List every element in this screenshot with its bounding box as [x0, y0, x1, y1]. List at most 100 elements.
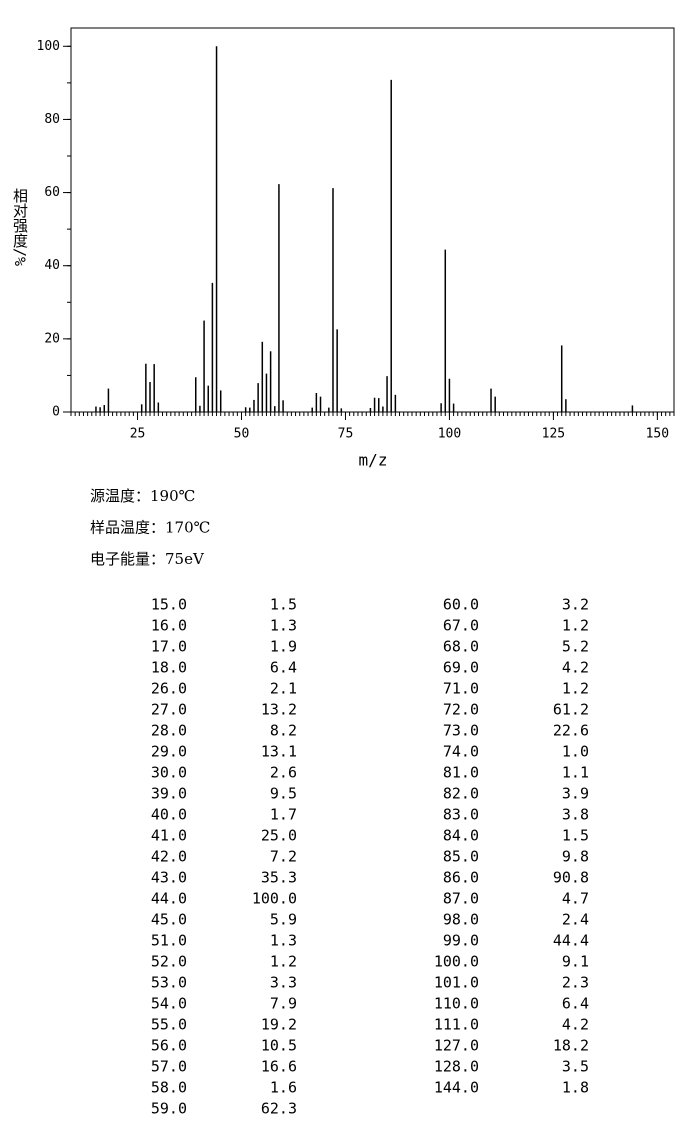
mz-cell: 110.0: [434, 995, 479, 1013]
mz-cell: 16.0: [151, 617, 187, 635]
mz-cell: 101.0: [434, 974, 479, 992]
intensity-cell: 1.0: [562, 743, 589, 761]
mz-cell: 57.0: [151, 1058, 187, 1076]
mz-cell: 68.0: [443, 638, 479, 656]
mz-cell: 84.0: [443, 827, 479, 845]
y-tick-label: 60: [44, 185, 60, 200]
mz-cell: 56.0: [151, 1037, 187, 1055]
mz-cell: 86.0: [443, 869, 479, 887]
intensity-cell: 1.5: [270, 596, 297, 614]
mz-cell: 58.0: [151, 1079, 187, 1097]
intensity-cell: 2.4: [562, 911, 589, 929]
intensity-cell: 1.2: [562, 617, 589, 635]
info-line: 源温度：190℃: [90, 487, 195, 505]
intensity-cell: 3.2: [562, 596, 589, 614]
intensity-cell: 3.9: [562, 785, 589, 803]
mz-cell: 27.0: [151, 701, 187, 719]
intensity-cell: 9.8: [562, 848, 589, 866]
mz-cell: 111.0: [434, 1016, 479, 1034]
intensity-cell: 25.0: [261, 827, 297, 845]
intensity-cell: 3.8: [562, 806, 589, 824]
intensity-cell: 1.2: [270, 953, 297, 971]
mz-cell: 71.0: [443, 680, 479, 698]
y-tick-label: 100: [37, 39, 60, 54]
x-tick-label: 100: [438, 427, 461, 442]
intensity-cell: 61.2: [553, 701, 589, 719]
x-tick-label: 75: [338, 427, 354, 442]
plot-frame: [70, 27, 675, 413]
mz-cell: 26.0: [151, 680, 187, 698]
mz-cell: 53.0: [151, 974, 187, 992]
mz-cell: 41.0: [151, 827, 187, 845]
x-tick-label: 125: [542, 427, 565, 442]
intensity-cell: 1.5: [562, 827, 589, 845]
intensity-cell: 100.0: [252, 890, 297, 908]
intensity-cell: 7.9: [270, 995, 297, 1013]
mz-cell: 51.0: [151, 932, 187, 950]
mz-cell: 100.0: [434, 953, 479, 971]
y-tick-label: 40: [44, 258, 60, 273]
intensity-cell: 44.4: [553, 932, 589, 950]
mz-cell: 15.0: [151, 596, 187, 614]
x-tick-label: 150: [646, 427, 669, 442]
mz-cell: 127.0: [434, 1037, 479, 1055]
intensity-cell: 2.6: [270, 764, 297, 782]
intensity-cell: 19.2: [261, 1016, 297, 1034]
intensity-cell: 2.1: [270, 680, 297, 698]
mz-cell: 99.0: [443, 932, 479, 950]
intensity-cell: 3.3: [270, 974, 297, 992]
mz-cell: 98.0: [443, 911, 479, 929]
intensity-cell: 4.2: [562, 1016, 589, 1034]
intensity-cell: 18.2: [553, 1037, 589, 1055]
mz-cell: 44.0: [151, 890, 187, 908]
intensity-cell: 3.5: [562, 1058, 589, 1076]
mz-cell: 128.0: [434, 1058, 479, 1076]
mz-cell: 42.0: [151, 848, 187, 866]
mz-cell: 73.0: [443, 722, 479, 740]
y-axis-label: 相对强度/%: [11, 188, 29, 266]
mz-cell: 17.0: [151, 638, 187, 656]
mz-cell: 29.0: [151, 743, 187, 761]
intensity-cell: 1.7: [270, 806, 297, 824]
intensity-cell: 5.9: [270, 911, 297, 929]
intensity-cell: 5.2: [562, 638, 589, 656]
mz-cell: 87.0: [443, 890, 479, 908]
intensity-cell: 1.8: [562, 1079, 589, 1097]
info-line: 电子能量：75eV: [90, 550, 205, 568]
intensity-cell: 1.3: [270, 617, 297, 635]
intensity-cell: 13.1: [261, 743, 297, 761]
mz-cell: 18.0: [151, 659, 187, 677]
intensity-cell: 8.2: [270, 722, 297, 740]
mz-cell: 43.0: [151, 869, 187, 887]
mz-cell: 144.0: [434, 1079, 479, 1097]
intensity-cell: 22.6: [553, 722, 589, 740]
mz-cell: 72.0: [443, 701, 479, 719]
x-tick-label: 50: [234, 427, 250, 442]
mz-cell: 30.0: [151, 764, 187, 782]
mz-cell: 28.0: [151, 722, 187, 740]
intensity-cell: 62.3: [261, 1100, 297, 1118]
y-tick-label: 20: [44, 331, 60, 346]
intensity-cell: 6.4: [562, 995, 589, 1013]
intensity-cell: 9.1: [562, 953, 589, 971]
mz-cell: 83.0: [443, 806, 479, 824]
intensity-cell: 1.2: [562, 680, 589, 698]
intensity-cell: 4.2: [562, 659, 589, 677]
intensity-cell: 7.2: [270, 848, 297, 866]
info-line: 样品温度：170℃: [90, 519, 210, 537]
mz-cell: 52.0: [151, 953, 187, 971]
intensity-cell: 10.5: [261, 1037, 297, 1055]
mz-cell: 45.0: [151, 911, 187, 929]
mz-cell: 54.0: [151, 995, 187, 1013]
mz-cell: 81.0: [443, 764, 479, 782]
intensity-cell: 35.3: [261, 869, 297, 887]
intensity-cell: 16.6: [261, 1058, 297, 1076]
mz-cell: 74.0: [443, 743, 479, 761]
mz-cell: 60.0: [443, 596, 479, 614]
intensity-cell: 90.8: [553, 869, 589, 887]
intensity-cell: 4.7: [562, 890, 589, 908]
mz-cell: 39.0: [151, 785, 187, 803]
mz-cell: 67.0: [443, 617, 479, 635]
